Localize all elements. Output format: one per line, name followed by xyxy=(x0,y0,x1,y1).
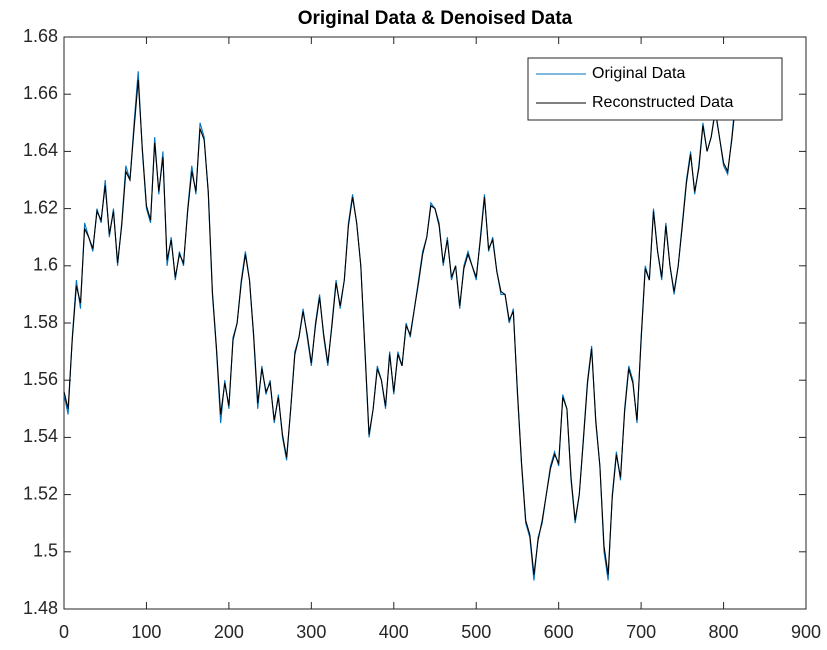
y-tick-label: 1.66 xyxy=(23,83,58,103)
plot-frame xyxy=(63,36,807,610)
y-tick-label: 1.5 xyxy=(33,541,58,561)
x-tick-label: 600 xyxy=(544,622,574,642)
y-tick-label: 1.56 xyxy=(23,369,58,389)
y-tick-label: 1.68 xyxy=(23,26,58,46)
x-tick-label: 0 xyxy=(59,622,69,642)
x-tick-label: 700 xyxy=(626,622,656,642)
y-tick-label: 1.62 xyxy=(23,197,58,217)
x-tick-label: 900 xyxy=(791,622,821,642)
x-tick-label: 200 xyxy=(214,622,244,642)
x-tick-label: 400 xyxy=(379,622,409,642)
x-tick-label: 800 xyxy=(709,622,739,642)
y-tick-label: 1.6 xyxy=(33,255,58,275)
x-tick-label: 500 xyxy=(461,622,491,642)
y-tick-label: 1.52 xyxy=(23,483,58,503)
legend-box xyxy=(527,57,783,121)
y-tick-label: 1.58 xyxy=(23,312,58,332)
legend-label: Original Data xyxy=(592,65,685,82)
chart-title: Original Data & Denoised Data xyxy=(298,8,573,29)
y-tick-label: 1.48 xyxy=(23,598,58,618)
legend-label: Reconstructed Data xyxy=(592,94,734,111)
x-tick-label: 100 xyxy=(131,622,161,642)
x-tick-label: 300 xyxy=(296,622,326,642)
y-tick-label: 1.54 xyxy=(23,426,58,446)
data-line xyxy=(63,68,745,575)
y-tick-label: 1.64 xyxy=(23,140,58,160)
